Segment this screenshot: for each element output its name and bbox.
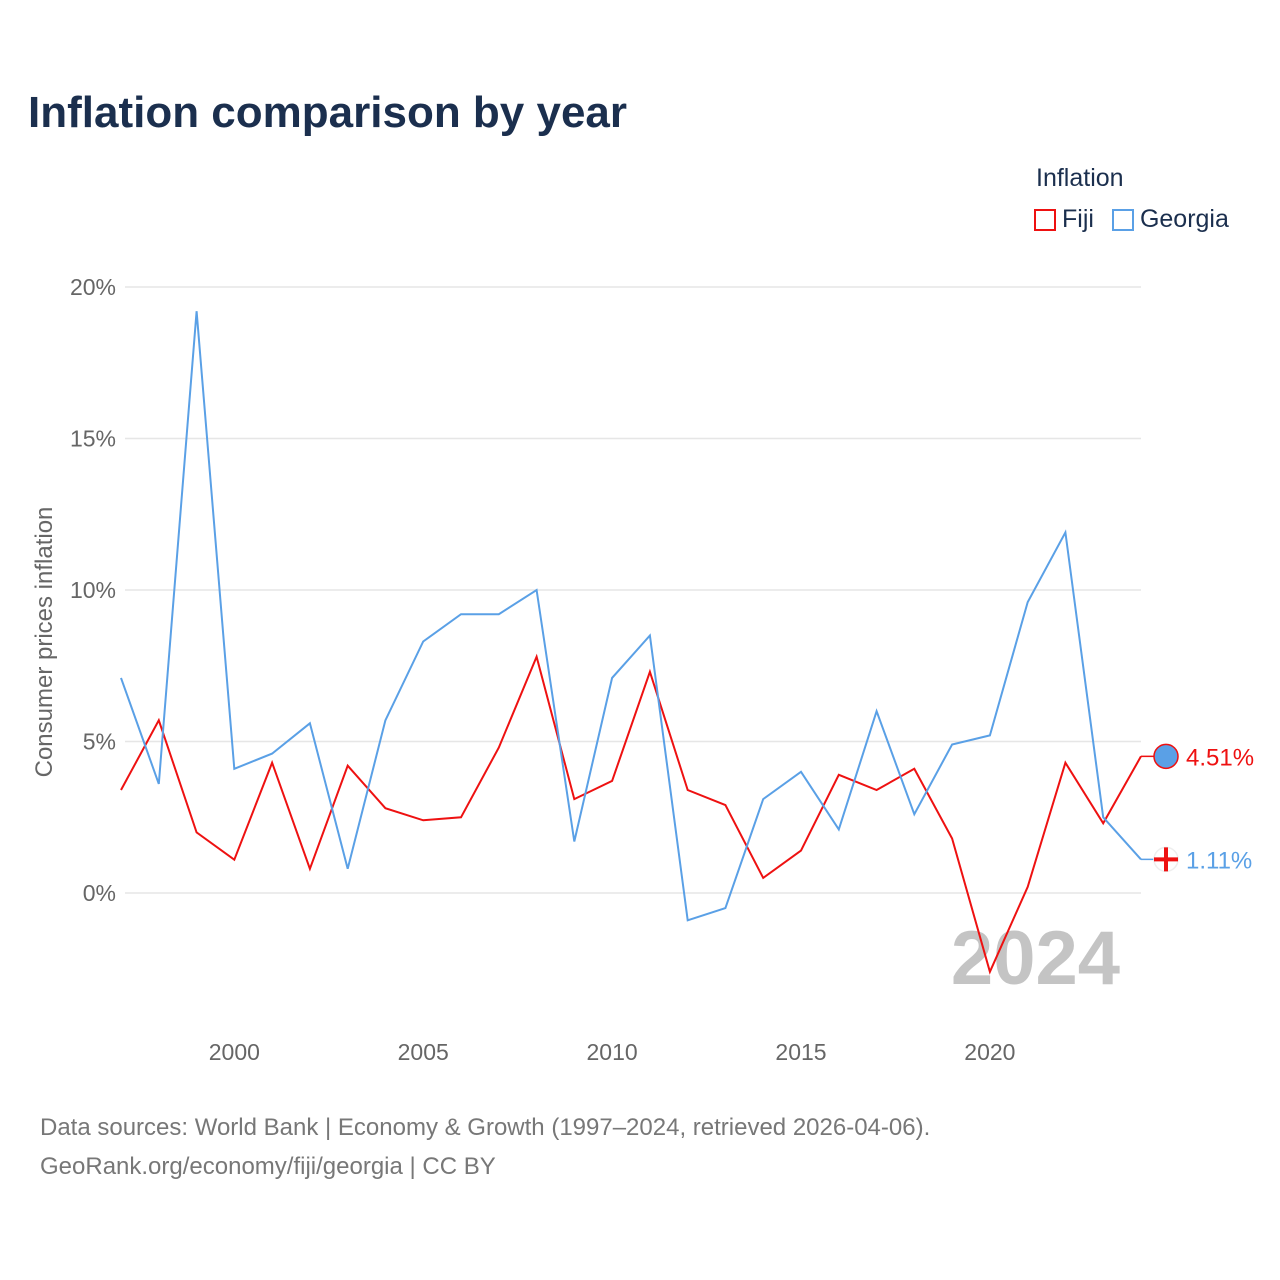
y-tick-label: 15% <box>70 426 116 452</box>
y-tick-label: 20% <box>70 274 116 300</box>
chart-title: Inflation comparison by year <box>28 88 628 137</box>
x-tick-label: 2020 <box>964 1039 1015 1065</box>
x-tick-label: 2015 <box>775 1039 826 1065</box>
series-line-georgia <box>120 311 1142 922</box>
end-value-label: 4.51% <box>1186 744 1254 771</box>
legend-swatch-fiji <box>1034 208 1056 231</box>
legend-title: Inflation <box>1036 164 1124 192</box>
legend-item-georgia[interactable]: Georgia <box>1111 205 1229 234</box>
legend: Fiji Georgia <box>1034 205 1229 234</box>
end-value-label: 1.11% <box>1186 847 1252 874</box>
legend-item-fiji[interactable]: Fiji <box>1034 205 1094 234</box>
series-line-fiji <box>120 653 1142 975</box>
y-axis-label: Consumer prices inflation <box>31 507 58 778</box>
y-tick-label: 5% <box>83 729 116 755</box>
x-tick-label: 2010 <box>587 1039 638 1065</box>
x-tick-label: 2000 <box>209 1039 260 1065</box>
x-tick-label: 2005 <box>398 1039 449 1065</box>
y-tick-label: 0% <box>83 880 116 906</box>
source-line-2[interactable]: GeoRank.org/economy/fiji/georgia | CC BY <box>40 1153 496 1180</box>
y-tick-label: 10% <box>70 577 116 603</box>
legend-label: Fiji <box>1062 205 1094 233</box>
source-note: Data sources: World Bank | Economy & Gro… <box>40 1108 930 1186</box>
flag-icon-fiji <box>1153 743 1179 770</box>
legend-label: Georgia <box>1139 205 1229 233</box>
year-watermark: 2024 <box>951 916 1120 1001</box>
source-line-1: Data sources: World Bank | Economy & Gro… <box>40 1114 931 1141</box>
legend-swatch-georgia <box>1111 208 1134 231</box>
